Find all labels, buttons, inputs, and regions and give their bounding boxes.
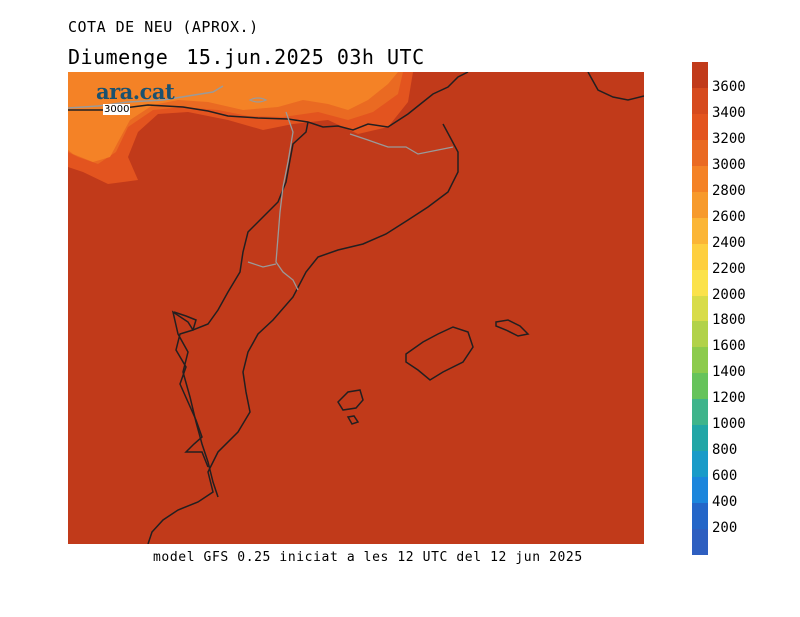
colorbar xyxy=(692,62,708,556)
colorbar-segment xyxy=(692,347,708,374)
colorbar-segment xyxy=(692,243,708,271)
colorbar-tick-label: 2800 xyxy=(712,182,746,199)
forecast-day: Diumenge xyxy=(68,45,169,69)
contour-3000-label: 3000 xyxy=(103,104,131,115)
colorbar-segment xyxy=(692,399,708,426)
map-svg xyxy=(68,72,644,544)
forecast-time: 15.jun.2025 03h UTC xyxy=(186,45,425,69)
colorbar-segment xyxy=(692,113,708,141)
contour-3000 xyxy=(68,85,224,109)
colorbar-tick-label: 2600 xyxy=(712,208,746,225)
colorbar-segment xyxy=(692,529,708,556)
internal-region-border xyxy=(247,111,454,291)
snow-band-3000 xyxy=(68,72,398,162)
colorbar-tick-label: 3400 xyxy=(712,104,746,121)
colorbar-segment xyxy=(692,269,708,297)
ibiza-island xyxy=(337,389,364,411)
coastline xyxy=(68,72,469,131)
colorbar-segment xyxy=(692,321,708,348)
forecast-datetime: Diumenge 15.jun.2025 03h UTC xyxy=(68,45,425,69)
colorbar-tick-label: 2200 xyxy=(712,260,746,277)
colorbar-segment xyxy=(692,451,708,478)
colorbar-tick-label: 1200 xyxy=(712,390,746,407)
colorbar-segment xyxy=(692,62,708,89)
colorbar-tick-label: 1400 xyxy=(712,364,746,381)
colorbar-segment xyxy=(692,477,708,504)
colorbar-tick-label: 3600 xyxy=(712,78,746,95)
colorbar-tick-label: 200 xyxy=(712,520,738,537)
colorbar-tick-label: 1000 xyxy=(712,416,746,433)
ara-cat-logo: ara.cat xyxy=(96,79,175,104)
france-coast-east xyxy=(587,72,644,101)
colorbar-segment xyxy=(692,373,708,400)
colorbar-tick-label: 400 xyxy=(712,494,738,511)
snow-level-map xyxy=(68,72,644,544)
colorbar-segment xyxy=(692,191,708,219)
colorbar-segment xyxy=(692,503,708,530)
mallorca-island xyxy=(405,326,474,381)
colorbar-tick-label: 1600 xyxy=(712,338,746,355)
colorbar-segment xyxy=(692,295,708,322)
colorbar-tick-label: 600 xyxy=(712,468,738,485)
colorbar-segment xyxy=(692,217,708,245)
menorca-island xyxy=(495,319,530,337)
colorbar-tick-label: 2400 xyxy=(712,234,746,251)
contour-3000-small xyxy=(248,97,268,103)
colorbar-segment xyxy=(692,87,708,115)
colorbar-tick-label: 3200 xyxy=(712,130,746,147)
colorbar-tick-label: 2000 xyxy=(712,286,746,303)
map-base-fill xyxy=(68,72,644,544)
formentera-island xyxy=(346,415,360,425)
catalonia-coast xyxy=(147,123,459,544)
west-coast xyxy=(173,311,209,468)
colorbar-segment xyxy=(692,139,708,167)
chart-title: COTA DE NEU (APROX.) xyxy=(68,18,259,36)
model-run-info: model GFS 0.25 iniciat a les 12 UTC del … xyxy=(153,550,583,565)
colorbar-tick-label: 800 xyxy=(712,442,738,459)
colorbar-segment xyxy=(692,165,708,193)
colorbar-segment xyxy=(692,425,708,452)
colorbar-tick-label: 3000 xyxy=(712,156,746,173)
colorbar-tick-label: 1800 xyxy=(712,312,746,329)
